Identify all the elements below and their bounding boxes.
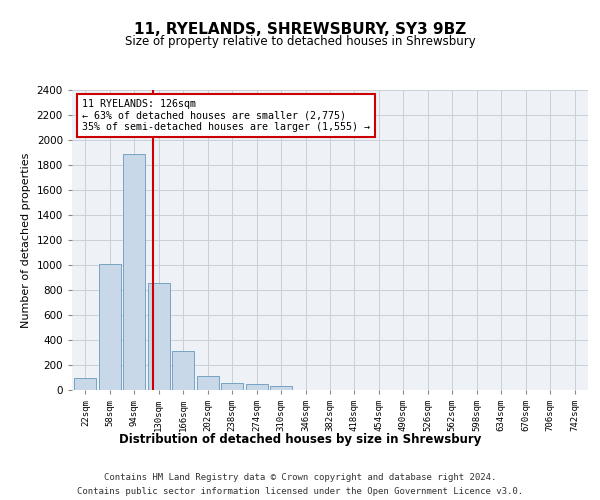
Bar <box>74 378 97 390</box>
Text: 11 RYELANDS: 126sqm
← 63% of detached houses are smaller (2,775)
35% of semi-det: 11 RYELANDS: 126sqm ← 63% of detached ho… <box>82 99 370 132</box>
Bar <box>270 386 292 390</box>
Bar <box>245 384 268 390</box>
Bar <box>197 376 219 390</box>
Text: Distribution of detached houses by size in Shrewsbury: Distribution of detached houses by size … <box>119 432 481 446</box>
Y-axis label: Number of detached properties: Number of detached properties <box>21 152 31 328</box>
Bar <box>124 154 145 390</box>
Text: Size of property relative to detached houses in Shrewsbury: Size of property relative to detached ho… <box>125 35 475 48</box>
Text: 11, RYELANDS, SHREWSBURY, SY3 9BZ: 11, RYELANDS, SHREWSBURY, SY3 9BZ <box>134 22 466 38</box>
Bar <box>148 282 170 390</box>
Text: Contains public sector information licensed under the Open Government Licence v3: Contains public sector information licen… <box>77 488 523 496</box>
Bar <box>172 351 194 390</box>
Text: Contains HM Land Registry data © Crown copyright and database right 2024.: Contains HM Land Registry data © Crown c… <box>104 472 496 482</box>
Bar <box>221 383 243 390</box>
Bar <box>99 264 121 390</box>
